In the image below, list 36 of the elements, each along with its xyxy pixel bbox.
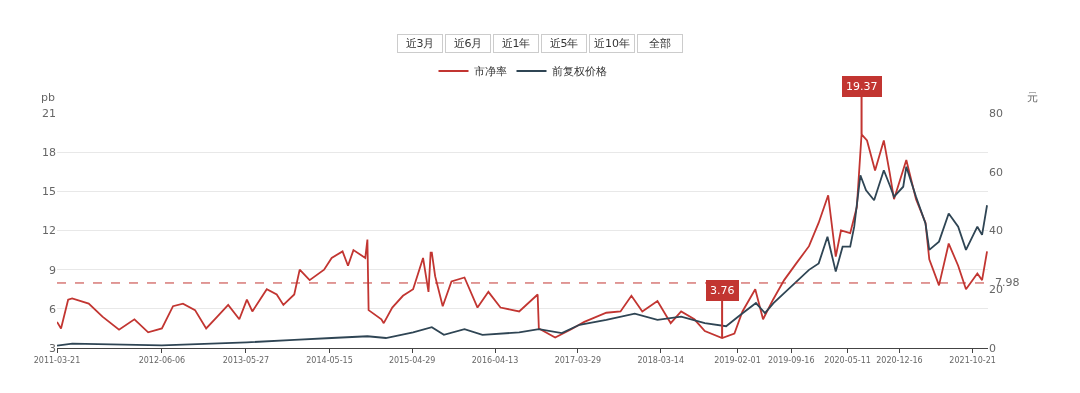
x-tick-label: 2012-06-06 [138, 355, 186, 365]
y-tick-label: 12 [42, 224, 56, 238]
y-tick-label: 15 [42, 185, 56, 199]
text: 近1年 [501, 37, 531, 50]
x-tick-label: 2015-04-29 [388, 355, 436, 365]
annotation: 3.76 [710, 284, 735, 297]
x-tick-label: 2019-09-16 [767, 355, 815, 365]
text: 全部 [649, 37, 671, 50]
y-tick-label: 6 [49, 302, 56, 316]
y-tick-label: 9 [49, 263, 56, 277]
x-tick-label: 2016-04-13 [471, 355, 519, 365]
annotation: 19.37 [846, 80, 878, 93]
legend-label: 前复权价格 [551, 65, 607, 79]
x-tick-label: 2017-03-29 [554, 355, 602, 365]
x-tick-label: 2013-05-27 [222, 355, 270, 365]
y-tick-label: 3 [49, 341, 56, 355]
x-tick-label: 2021-10-21 [949, 355, 996, 365]
text: 近5年 [549, 37, 579, 50]
y2-tick-label: 40 [989, 224, 1003, 238]
text: 近6月 [453, 37, 483, 50]
y-tick-label: 21 [42, 106, 56, 120]
x-tick-label: 2018-03-14 [637, 355, 685, 365]
text: 近3月 [405, 37, 435, 50]
y-axis-title: pb [41, 91, 55, 104]
y2-tick-label: 60 [989, 165, 1003, 179]
legend-label: 市净率 [473, 65, 507, 79]
y2-tick-label: 0 [989, 341, 996, 355]
x-tick-label: 2020-12-16 [876, 355, 923, 365]
x-tick-label: 2019-02-01 [714, 355, 761, 365]
text: 近10年 [594, 37, 630, 50]
y-tick-label: 18 [42, 146, 56, 160]
y2-tick-label: 80 [989, 106, 1003, 120]
x-tick-label: 2011-03-21 [33, 355, 81, 365]
y2-axis-title: 元 [1027, 91, 1038, 104]
x-tick-label: 2014-05-15 [306, 355, 353, 365]
x-tick-label: 2020-05-11 [824, 355, 871, 365]
